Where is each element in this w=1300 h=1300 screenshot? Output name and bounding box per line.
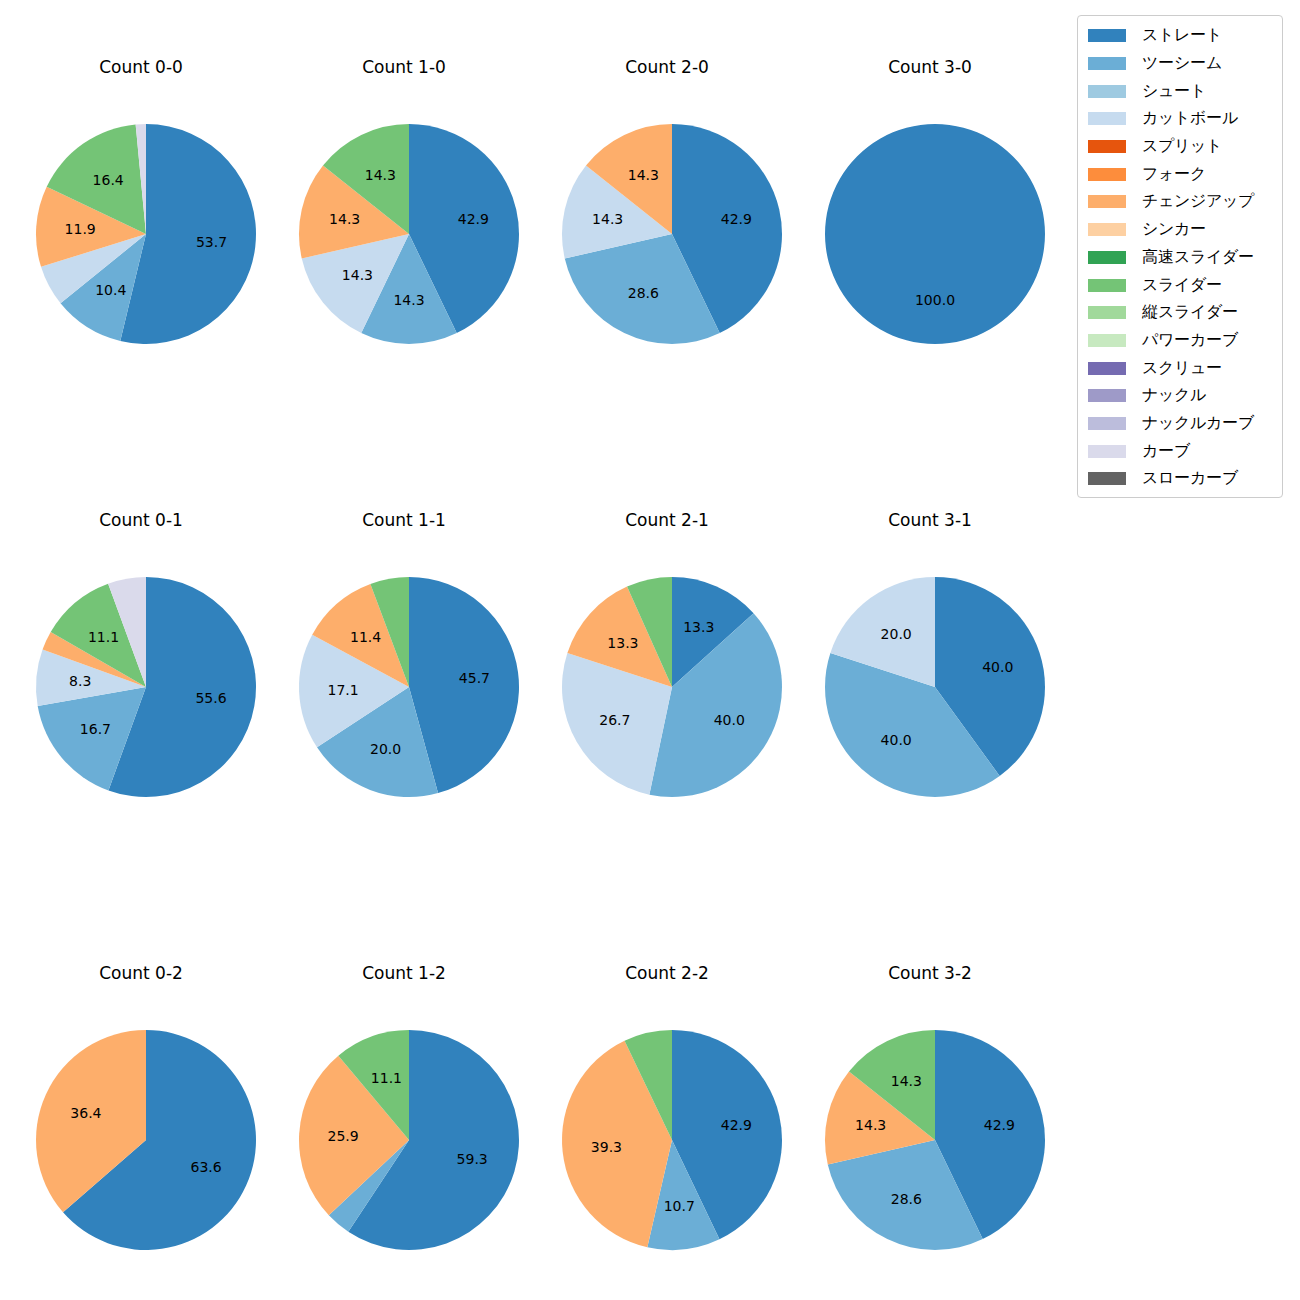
svg-text:20.0: 20.0	[370, 741, 401, 757]
html-text:ナックル: ナックル	[1142, 385, 1206, 405]
html-text:高速スライダー: 高速スライダー	[1142, 246, 1254, 266]
svg-text:20.0: 20.0	[881, 626, 912, 642]
html-text:Count 0-2: Count 0-2	[99, 963, 183, 983]
svg-text:40.0: 40.0	[881, 732, 912, 748]
html-text:縦スライダー: 縦スライダー	[1142, 302, 1238, 322]
html-text:チェンジアップ: チェンジアップ	[1142, 191, 1254, 211]
svg-text:14.3: 14.3	[628, 167, 659, 183]
html-text:ツーシーム: ツーシーム	[1142, 53, 1222, 72]
svg-text:14.3: 14.3	[365, 167, 396, 183]
svg-text:42.9: 42.9	[721, 211, 752, 227]
html-text:パワーカーブ: パワーカーブ	[1142, 329, 1238, 349]
svg-text:28.6: 28.6	[891, 1191, 922, 1207]
svg-text:26.7: 26.7	[599, 712, 630, 728]
html-text:シンカー: シンカー	[1142, 219, 1206, 239]
html-text:フォーク: フォーク	[1142, 163, 1206, 183]
html-text:Count 3-0: Count 3-0	[888, 57, 972, 77]
svg-text:100.0: 100.0	[915, 292, 955, 308]
svg-text:55.6: 55.6	[195, 690, 226, 706]
html-text:スローカーブ: スローカーブ	[1142, 468, 1238, 488]
svg-text:59.3: 59.3	[457, 1151, 488, 1167]
html-text:Count 0-1: Count 0-1	[99, 510, 183, 530]
svg-text:42.9: 42.9	[984, 1117, 1015, 1133]
svg-text:13.3: 13.3	[683, 619, 714, 635]
html-text:Count 2-2: Count 2-2	[625, 963, 709, 983]
svg-text:11.4: 11.4	[350, 629, 381, 645]
svg-text:14.3: 14.3	[329, 211, 360, 227]
svg-text:25.9: 25.9	[328, 1128, 359, 1144]
svg-text:14.3: 14.3	[855, 1117, 886, 1133]
html-text:Count 3-1: Count 3-1	[888, 510, 972, 530]
html-text:カットボール: カットボール	[1142, 108, 1238, 128]
html-text:Count 1-2: Count 1-2	[362, 963, 446, 983]
svg-text:17.1: 17.1	[327, 682, 358, 698]
svg-text:16.7: 16.7	[80, 721, 111, 737]
html-text:ナックルカーブ: ナックルカーブ	[1142, 413, 1254, 432]
svg-text:42.9: 42.9	[458, 211, 489, 227]
svg-text:11.1: 11.1	[371, 1070, 402, 1086]
html-text:Count 3-2: Count 3-2	[888, 963, 972, 983]
svg-text:28.6: 28.6	[628, 285, 659, 301]
svg-text:42.9: 42.9	[721, 1117, 752, 1133]
svg-text:39.3: 39.3	[591, 1139, 622, 1155]
svg-text:63.6: 63.6	[190, 1159, 221, 1175]
svg-text:40.0: 40.0	[982, 659, 1013, 675]
svg-text:13.3: 13.3	[607, 635, 638, 651]
svg-text:8.3: 8.3	[69, 673, 91, 689]
svg-text:36.4: 36.4	[70, 1105, 101, 1121]
svg-text:10.7: 10.7	[664, 1198, 695, 1214]
html-text:Count 1-0: Count 1-0	[362, 57, 446, 77]
html-text:カーブ: カーブ	[1142, 440, 1190, 460]
svg-text:40.0: 40.0	[714, 712, 745, 728]
svg-text:11.1: 11.1	[88, 629, 119, 645]
svg-text:16.4: 16.4	[93, 172, 124, 188]
svg-text:45.7: 45.7	[459, 670, 490, 686]
svg-text:14.3: 14.3	[891, 1073, 922, 1089]
html-text:Count 0-0: Count 0-0	[99, 57, 183, 77]
html-text:ストレート: ストレート	[1142, 25, 1222, 45]
svg-text:10.4: 10.4	[95, 282, 126, 298]
html-text:スクリュー: スクリュー	[1142, 357, 1222, 377]
svg-text:11.9: 11.9	[65, 221, 96, 237]
html-text:Count 1-1: Count 1-1	[362, 510, 446, 530]
svg-text:14.3: 14.3	[592, 211, 623, 227]
svg-text:14.3: 14.3	[393, 292, 424, 308]
html-text:スプリット: スプリット	[1142, 136, 1222, 156]
html-text:シュート: シュート	[1142, 80, 1206, 100]
html-text:Count 2-0: Count 2-0	[625, 57, 709, 77]
html-text:Count 2-1: Count 2-1	[625, 510, 709, 530]
svg-text:53.7: 53.7	[196, 234, 227, 250]
svg-text:14.3: 14.3	[342, 267, 373, 283]
html-text:スライダー: スライダー	[1142, 274, 1222, 294]
